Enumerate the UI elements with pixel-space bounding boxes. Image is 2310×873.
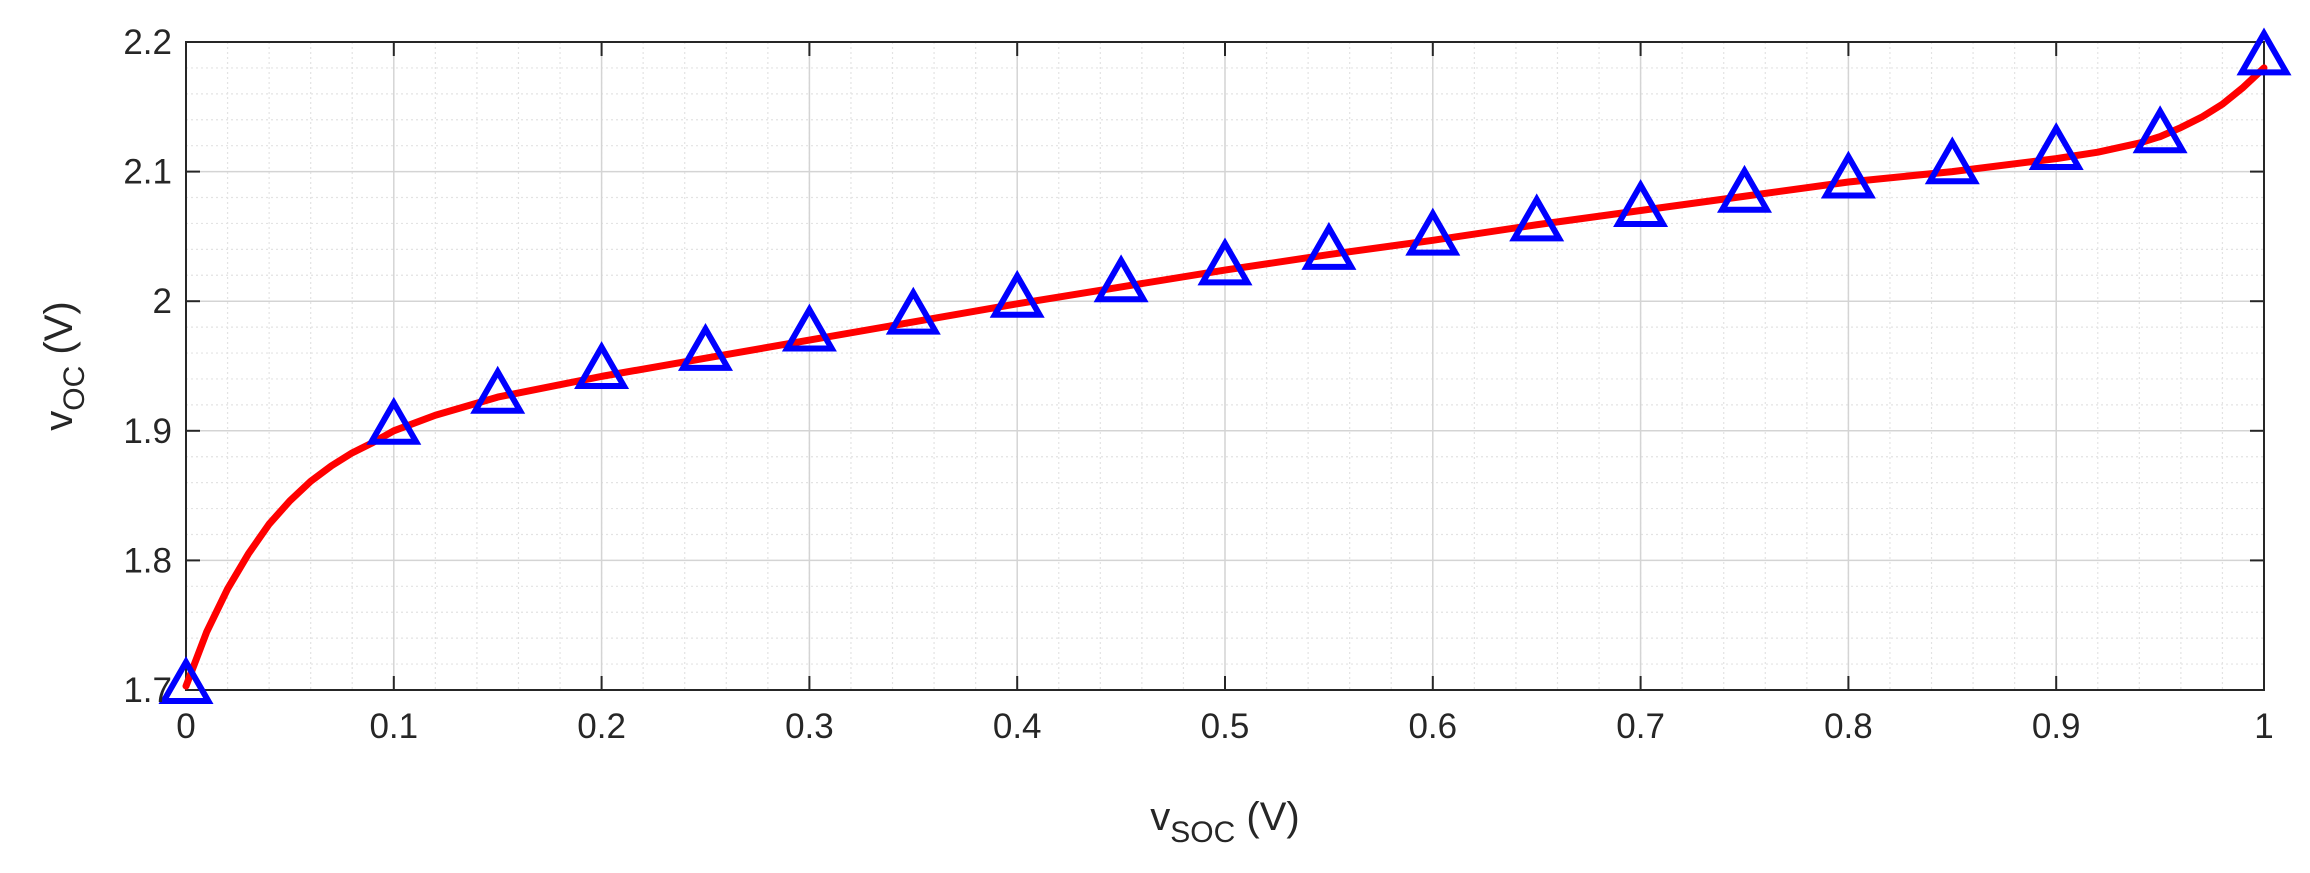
y-tick-label: 2.1 — [123, 153, 172, 192]
data-point-triangle — [1093, 254, 1149, 303]
y-axis-label: vOC (V) — [37, 301, 91, 430]
data-point-triangle — [366, 396, 422, 445]
data-point-triangle — [2236, 27, 2292, 76]
x-tick-label: 0.7 — [1616, 707, 1665, 746]
data-point-triangle — [470, 365, 526, 414]
x-tick-label: 0.1 — [369, 707, 418, 746]
data-point-triangle — [885, 286, 941, 335]
data-point-triangle — [989, 269, 1045, 318]
x-tick-label: 0.5 — [1201, 707, 1250, 746]
y-tick-label: 1.8 — [123, 541, 172, 580]
data-point-triangle — [677, 323, 734, 371]
x-tick-label: 1 — [2254, 707, 2273, 746]
x-tick-label: 0 — [176, 707, 195, 746]
data-point-triangle — [2132, 105, 2188, 154]
data-point-triangle — [574, 341, 630, 390]
data-point-triangle — [1197, 237, 1253, 286]
x-tick-label: 0.9 — [2032, 707, 2081, 746]
data-point-triangle — [2028, 122, 2084, 171]
data-point-triangle — [781, 303, 837, 352]
x-tick-label: 0.3 — [785, 707, 834, 746]
y-tick-label: 2.2 — [123, 23, 172, 62]
data-point-triangle — [1301, 221, 1357, 270]
y-tick-label: 1.7 — [123, 671, 172, 710]
x-tick-label: 0.4 — [993, 707, 1042, 746]
x-axis-label: vSOC (V) — [1150, 795, 1299, 849]
data-point-triangle — [1716, 164, 1773, 213]
data-point-triangle — [1509, 193, 1565, 242]
y-tick-label: 2 — [153, 282, 172, 321]
x-tick-label: 0.2 — [577, 707, 626, 746]
data-point-triangle — [1820, 150, 1876, 199]
data-point-triangle — [1613, 179, 1669, 228]
x-tick-label: 0.8 — [1824, 707, 1873, 746]
x-tick-label: 0.6 — [1408, 707, 1457, 746]
data-point-triangle — [1924, 136, 1980, 185]
y-tick-label: 1.9 — [123, 412, 172, 451]
data-point-triangle — [1405, 207, 1461, 256]
data-point-triangle — [158, 656, 214, 704]
